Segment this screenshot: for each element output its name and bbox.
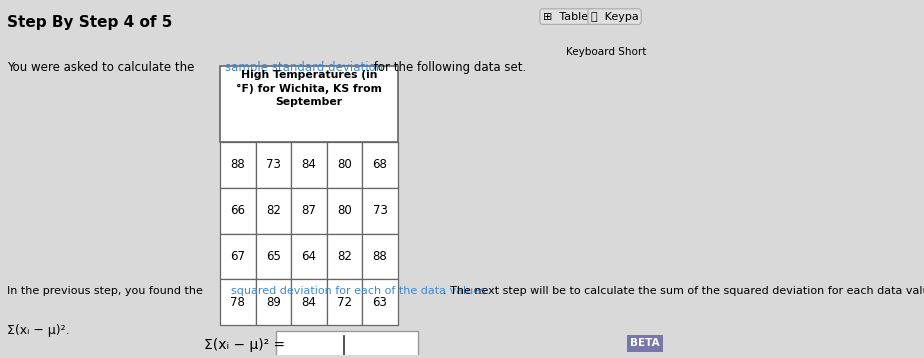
Text: 82: 82 xyxy=(337,250,352,263)
Text: ⎙  Keypa: ⎙ Keypa xyxy=(590,11,638,21)
Text: 67: 67 xyxy=(230,250,245,263)
Text: 84: 84 xyxy=(301,296,316,309)
Bar xyxy=(276,330,418,358)
Text: Step By Step 4 of 5: Step By Step 4 of 5 xyxy=(7,15,173,30)
Text: 82: 82 xyxy=(266,204,281,217)
Text: ⊞  Tables: ⊞ Tables xyxy=(542,11,593,21)
Bar xyxy=(362,280,398,325)
Bar xyxy=(256,280,291,325)
Bar xyxy=(362,188,398,234)
Text: 87: 87 xyxy=(301,204,316,217)
Bar xyxy=(327,234,362,280)
Text: 65: 65 xyxy=(266,250,281,263)
Text: You were asked to calculate the: You were asked to calculate the xyxy=(7,61,199,74)
Text: sample standard deviation: sample standard deviation xyxy=(225,61,383,74)
Bar xyxy=(256,188,291,234)
Bar xyxy=(220,142,256,188)
Text: 72: 72 xyxy=(337,296,352,309)
Bar xyxy=(291,188,327,234)
Text: Keyboard Short: Keyboard Short xyxy=(565,47,646,57)
Text: 84: 84 xyxy=(301,158,316,171)
Bar xyxy=(220,280,256,325)
Text: for the following data set.: for the following data set. xyxy=(370,61,526,74)
Text: 68: 68 xyxy=(372,158,387,171)
Text: . The next step will be to calculate the sum of the squared deviation for each d: . The next step will be to calculate the… xyxy=(444,286,924,296)
Bar xyxy=(327,142,362,188)
Bar xyxy=(362,142,398,188)
Text: High Temperatures (in
°F) for Wichita, KS from
September: High Temperatures (in °F) for Wichita, K… xyxy=(236,71,382,107)
Text: 88: 88 xyxy=(372,250,387,263)
Text: 73: 73 xyxy=(266,158,281,171)
Text: 80: 80 xyxy=(337,204,352,217)
Text: 88: 88 xyxy=(230,158,245,171)
Text: 78: 78 xyxy=(230,296,245,309)
Bar xyxy=(220,188,256,234)
Bar xyxy=(220,66,398,142)
Text: Σ(xᵢ − μ)² =: Σ(xᵢ − μ)² = xyxy=(203,338,285,352)
Text: Σ(xᵢ − μ)².: Σ(xᵢ − μ)². xyxy=(7,324,70,337)
Text: 63: 63 xyxy=(372,296,387,309)
Bar xyxy=(291,280,327,325)
Bar xyxy=(291,142,327,188)
Text: 66: 66 xyxy=(230,204,245,217)
Text: BETA: BETA xyxy=(630,338,660,348)
Bar xyxy=(291,234,327,280)
Bar xyxy=(256,234,291,280)
Text: 80: 80 xyxy=(337,158,352,171)
Bar xyxy=(327,280,362,325)
Text: 73: 73 xyxy=(372,204,387,217)
Text: 89: 89 xyxy=(266,296,281,309)
Bar xyxy=(256,142,291,188)
Text: squared deviation for each of the data values: squared deviation for each of the data v… xyxy=(231,286,486,296)
Bar xyxy=(327,188,362,234)
Text: In the previous step, you found the: In the previous step, you found the xyxy=(7,286,207,296)
Bar xyxy=(362,234,398,280)
Text: 64: 64 xyxy=(301,250,316,263)
Bar xyxy=(220,234,256,280)
